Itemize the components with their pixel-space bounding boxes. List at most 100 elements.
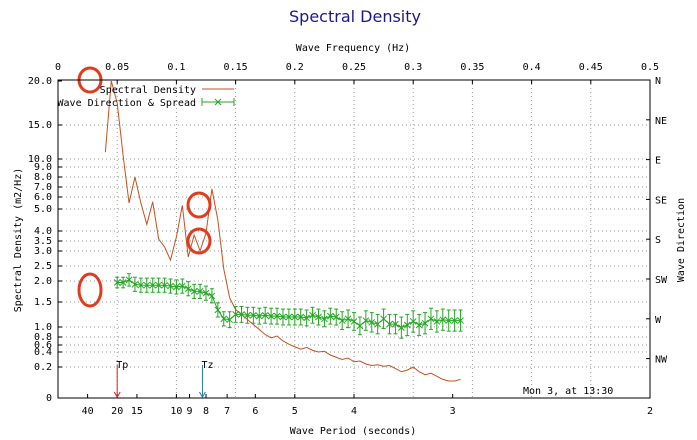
direction-point (208, 292, 216, 300)
direction-point (119, 279, 127, 286)
left-axis-label: Spectral Density (m2/Hz) (13, 168, 24, 313)
left-axis-tick-label: 0.2 (34, 362, 52, 373)
left-axis-tick-label: 3.0 (34, 246, 52, 257)
top-axis-tick-label: 0.3 (404, 62, 422, 73)
left-axis-tick-label: 0.6 (34, 340, 52, 351)
direction-point (368, 318, 376, 326)
legend-label-spectral-density: Spectral Density (100, 85, 196, 96)
left-axis-tick-label: 2.0 (34, 276, 52, 287)
right-axis-tick-label: NW (655, 355, 668, 366)
direction-point (386, 320, 393, 328)
direction-point (173, 283, 180, 291)
direction-point (445, 317, 453, 324)
direction-point (285, 313, 293, 321)
direction-point (125, 276, 133, 284)
bottom-axis-tick-label: 4 (351, 406, 357, 417)
right-axis-tick-label: E (655, 156, 661, 167)
direction-point (392, 320, 399, 328)
top-axis-tick-label: 0.35 (460, 62, 484, 73)
left-axis-tick-label: 1.0 (34, 322, 52, 333)
bottom-axis-tick-label: 7 (224, 406, 230, 417)
left-axis-tick-label: 5.0 (34, 204, 52, 215)
bottom-axis-tick-label: 15 (131, 406, 143, 417)
direction-point (451, 317, 458, 324)
direction-point (309, 311, 316, 319)
left-axis-tick-label: 2.5 (34, 261, 52, 272)
direction-point (303, 314, 310, 322)
direction-point (409, 318, 417, 325)
top-axis-label: Wave Frequency (Hz) (296, 43, 410, 54)
direction-point (457, 317, 464, 324)
top-axis-tick-label: 0.25 (342, 62, 366, 73)
direction-point (433, 318, 441, 325)
top-axis-tick-label: 0.4 (523, 62, 541, 73)
direction-point (220, 315, 228, 323)
direction-point (279, 313, 287, 321)
direction-point (261, 311, 269, 319)
direction-point (167, 282, 174, 290)
top-axis-tick-label: 0.2 (286, 62, 304, 73)
left-axis-tick-label: 9.0 (34, 162, 52, 173)
left-axis-tick-label: 10.0 (28, 154, 52, 165)
legend: Spectral Density Wave Direction & Spread (58, 85, 235, 109)
left-axis-tick-label: 1.5 (34, 297, 52, 308)
direction-point (184, 285, 192, 293)
direction-point (244, 311, 251, 319)
marker-layer: Tp Tz (77, 66, 213, 398)
series-layer (104, 80, 464, 382)
direction-point (196, 288, 204, 295)
direction-point (380, 315, 387, 323)
direction-point (338, 317, 346, 324)
direction-point (131, 280, 139, 288)
direction-point (344, 315, 352, 323)
direction-point (321, 315, 328, 323)
plot-frame (57, 79, 651, 399)
direction-point (161, 281, 168, 289)
period-marker-label: Tp (116, 360, 128, 371)
period-marker-label: Tz (201, 360, 213, 371)
left-axis-tick-label: 8.0 (34, 172, 52, 183)
top-axis-tick-label: 0.45 (579, 62, 603, 73)
bottom-axis-tick-label: 5 (292, 406, 298, 417)
left-axis-tick-label: 3.5 (34, 236, 52, 247)
left-axis-tick-label: 7.0 (34, 182, 52, 193)
direction-point (250, 311, 257, 319)
direction-point (214, 306, 222, 314)
bottom-axis-tick-label: 40 (82, 406, 94, 417)
direction-point (267, 312, 275, 320)
top-axis-tick-label: 0.1 (167, 62, 185, 73)
left-axis-tick-label: 0 (46, 393, 52, 404)
period-marker-arrow (199, 391, 206, 398)
left-axis-tick-label: 0.4 (34, 347, 52, 358)
direction-point (350, 318, 358, 325)
direction-point (356, 322, 364, 330)
right-axis-tick-label: SE (655, 195, 667, 206)
left-axis-tick-label: 20.0 (28, 76, 52, 87)
grid-layer (58, 80, 650, 398)
direction-point (273, 312, 281, 320)
direction-point (415, 321, 423, 329)
right-axis-tick-label: S (655, 235, 661, 246)
direction-point (226, 316, 234, 324)
bottom-axis-tick-label: 20 (111, 406, 123, 417)
direction-point (143, 281, 151, 289)
direction-point (190, 288, 198, 295)
top-axis-tick-label: 0.15 (224, 62, 248, 73)
left-axis-tick-label: 6.0 (34, 192, 52, 203)
direction-point (232, 311, 239, 318)
direction-point (421, 319, 429, 327)
bottom-axis-label: Wave Period (seconds) (290, 426, 416, 437)
right-axis-label: Wave Direction (676, 198, 687, 282)
right-axis-tick-label: NE (655, 116, 667, 127)
highlight-circle (186, 191, 212, 219)
chart-title: Spectral Density (289, 7, 421, 26)
top-axis-tick-label: 0.5 (641, 62, 659, 73)
bottom-axis-tick-label: 3 (450, 406, 456, 417)
direction-point (202, 289, 210, 297)
direction-point (427, 315, 435, 323)
left-axis-tick-label: 4.0 (34, 226, 52, 237)
direction-point (297, 313, 305, 321)
direction-point (374, 320, 382, 328)
top-axis-tick-label: 0 (55, 62, 61, 73)
right-axis-tick-label: SW (655, 275, 668, 286)
